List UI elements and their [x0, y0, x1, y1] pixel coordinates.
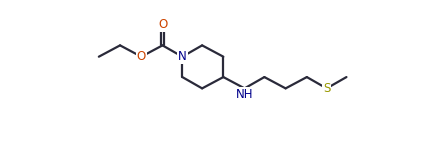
Text: NH: NH — [236, 88, 253, 101]
Text: O: O — [158, 19, 167, 31]
Text: N: N — [178, 50, 187, 63]
Text: S: S — [323, 82, 330, 95]
Text: O: O — [137, 50, 146, 63]
